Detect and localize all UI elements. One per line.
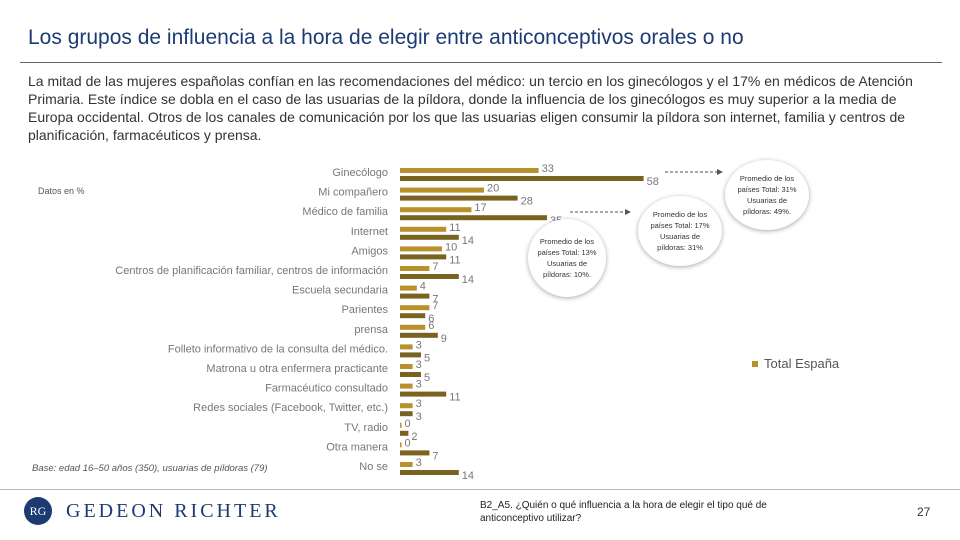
bar-users xyxy=(400,470,459,475)
bar-total xyxy=(400,187,484,193)
data-label: 11 xyxy=(449,222,460,234)
data-label: 10 xyxy=(445,241,457,253)
data-label: 17 xyxy=(474,202,486,214)
data-label: 5 xyxy=(424,352,430,364)
page-number: 27 xyxy=(917,505,931,519)
bar-users xyxy=(400,372,421,377)
category-label: Otra manera xyxy=(326,441,389,453)
category-label: Farmacéutico consultado xyxy=(265,383,388,395)
bar-total xyxy=(400,246,442,252)
data-label: 9 xyxy=(441,333,447,345)
data-label: 3 xyxy=(416,379,422,391)
data-label: 14 xyxy=(462,235,474,247)
bar-total xyxy=(400,168,539,173)
question-footnote: B2_A5. ¿Quién o qué influencia a la hora… xyxy=(480,500,767,524)
category-label: Parientes xyxy=(342,304,389,316)
bar-users xyxy=(400,430,409,436)
bar-total xyxy=(400,364,413,369)
category-label: Matrona u otra enfermera practicante xyxy=(206,363,388,375)
page-title: Los grupos de influencia a la hora de el… xyxy=(28,26,744,49)
logo-text: GEDEON RICHTER xyxy=(66,499,281,522)
bar-total xyxy=(400,305,430,311)
bar-users xyxy=(400,391,447,397)
data-label: 3 xyxy=(416,398,422,410)
intro-paragraph: La mitad de las mujeres españolas confía… xyxy=(28,73,913,143)
bubble-internet-average: Promedio de los países Total: 13% Usuari… xyxy=(528,219,606,297)
category-label: Folleto informativo de la consulta del m… xyxy=(168,343,388,355)
data-label: 2 xyxy=(411,431,417,443)
data-label: 20 xyxy=(487,183,499,195)
bar-users xyxy=(400,274,459,279)
bar-total xyxy=(400,285,417,291)
bubble-gynecologist-average: Promedio de los países Total: 31% Usuari… xyxy=(725,160,809,230)
data-label: 7 xyxy=(432,450,438,462)
chart-legend: Total España xyxy=(752,356,839,371)
bar-users xyxy=(400,176,644,181)
bar-total xyxy=(400,344,413,350)
data-label: 14 xyxy=(462,470,474,482)
bubble-family-doctor-average: Promedio de los países Total: 17% Usuari… xyxy=(638,196,722,266)
category-label: No se xyxy=(359,461,388,473)
legend-label: Total España xyxy=(764,356,840,371)
bar-users xyxy=(400,313,426,319)
data-label: 7 xyxy=(432,300,438,312)
data-label: 58 xyxy=(647,176,659,188)
legend-swatch xyxy=(752,360,758,367)
data-label: 28 xyxy=(521,196,533,208)
category-label: TV, radio xyxy=(344,422,388,434)
data-label: 6 xyxy=(428,320,434,332)
bar-users xyxy=(400,450,430,456)
category-label: Médico de familia xyxy=(302,206,388,218)
data-label: 7 xyxy=(432,261,438,273)
bar-users xyxy=(400,195,518,201)
category-label: Mi compañero xyxy=(318,187,388,199)
category-label: Escuela secundaria xyxy=(292,285,389,297)
data-label: 3 xyxy=(416,339,422,351)
bar-users xyxy=(400,293,430,299)
data-label: 11 xyxy=(449,392,460,404)
bar-total xyxy=(400,226,447,232)
data-label: 0 xyxy=(405,437,411,449)
category-label: Internet xyxy=(351,226,388,238)
category-label: Centros de planificación familiar, centr… xyxy=(115,265,388,277)
data-label: 14 xyxy=(462,274,474,286)
data-label: 3 xyxy=(416,457,422,469)
category-label: Amigos xyxy=(351,245,388,257)
callout-arrows xyxy=(570,169,723,215)
bar-total xyxy=(400,207,472,213)
units-note: Datos en % xyxy=(38,186,85,196)
data-label: 7 xyxy=(432,294,438,306)
footer-divider xyxy=(0,489,960,490)
category-label: Redes sociales (Facebook, Twitter, etc.) xyxy=(193,402,388,414)
category-label: prensa xyxy=(354,324,389,336)
bar-users xyxy=(400,411,413,417)
title-divider xyxy=(20,62,942,63)
category-label: Ginecólogo xyxy=(332,167,388,179)
data-label: 6 xyxy=(428,313,434,325)
bar-total xyxy=(400,442,402,448)
bar-total xyxy=(400,403,413,409)
bar-users xyxy=(400,254,447,260)
data-label: 0 xyxy=(405,418,411,430)
data-label: 3 xyxy=(416,359,422,371)
data-label: 3 xyxy=(416,411,422,423)
bar-total xyxy=(400,462,413,467)
bar-total xyxy=(400,383,413,389)
data-label: 4 xyxy=(420,281,426,293)
bar-users xyxy=(400,332,438,338)
bar-total xyxy=(400,266,430,271)
data-label: 5 xyxy=(424,372,430,384)
data-label: 33 xyxy=(542,163,554,175)
company-logo: RG GEDEON RICHTER xyxy=(24,497,281,525)
base-note: Base: edad 16–50 años (350), usuarias de… xyxy=(32,463,268,474)
bar-total xyxy=(400,324,426,330)
bar-users xyxy=(400,234,459,240)
bar-users xyxy=(400,215,547,221)
bar-total xyxy=(400,422,402,428)
logo-mark-icon: RG xyxy=(24,497,52,525)
data-label: 11 xyxy=(449,254,460,266)
bar-users xyxy=(400,352,421,358)
